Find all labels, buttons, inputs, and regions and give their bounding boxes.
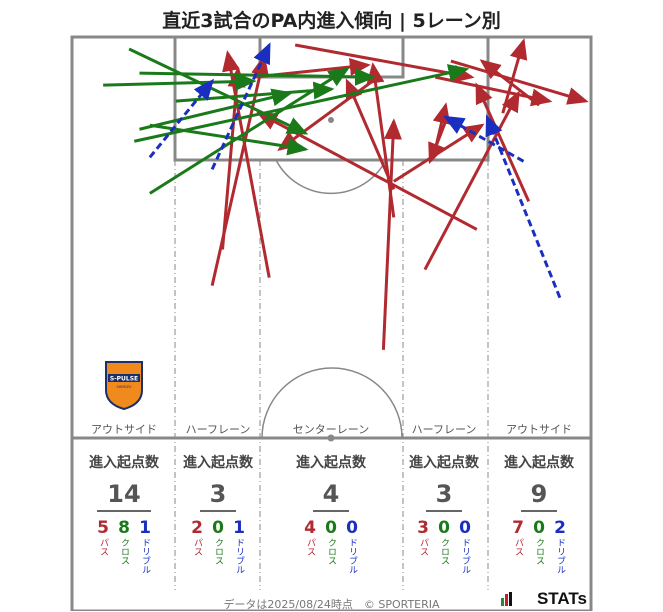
lane-stats-1: 進入起点数 3 2 パス 0 クロス 1 ドリブル — [168, 452, 268, 574]
cross-count: 0 — [325, 518, 337, 538]
pass-arrow — [381, 118, 402, 350]
stats-logo-icon — [501, 592, 512, 606]
cross-label: クロス — [213, 538, 223, 565]
penalty-spot — [328, 117, 334, 123]
lane-stats-2: 進入起点数 4 4 パス 0 クロス 0 ドリブル — [281, 452, 381, 574]
stat-breakdown: 2 パス 0 クロス 1 ドリブル — [168, 518, 268, 574]
lane-stats-3: 進入起点数 3 3 パス 0 クロス 0 ドリブル — [394, 452, 494, 574]
cross-arrow — [128, 47, 309, 135]
pass-arrow — [434, 75, 553, 107]
pass-arrow — [450, 59, 589, 105]
goal-area — [258, 35, 405, 79]
dribble-label: ドリブル — [460, 538, 470, 574]
stat-header: 進入起点数 — [183, 455, 253, 471]
pass-label: パス — [418, 538, 428, 556]
dribble-label: ドリブル — [234, 538, 244, 574]
lane-label-right-outside: アウトサイド — [506, 423, 572, 436]
stat-breakdown: 7 パス 0 クロス 2 ドリブル — [489, 518, 589, 574]
cross-count: 8 — [118, 518, 130, 538]
lane-stats-0: 進入起点数 14 5 パス 8 クロス 1 ドリブル — [74, 452, 174, 574]
pass-arrow — [475, 82, 531, 203]
dribble-count: 2 — [554, 518, 566, 538]
cross-label: クロス — [534, 538, 544, 565]
footer-note: データは2025/08/24時点 © SPORTERIA — [223, 598, 440, 611]
cross-arrow — [103, 72, 257, 91]
stat-total: 14 — [97, 480, 151, 512]
dribble-arrow — [210, 42, 271, 170]
stat-total: 3 — [425, 480, 463, 512]
cross-label: クロス — [119, 538, 129, 565]
chart-title: 直近3試合のPA内進入傾向 | 5レーン別 — [162, 10, 501, 32]
stat-header: 進入起点数 — [409, 455, 479, 471]
dribble-count: 1 — [233, 518, 245, 538]
pass-arrow — [294, 43, 475, 83]
pass-arrow — [222, 50, 271, 278]
pass-arrow — [345, 78, 396, 190]
arrow-layer — [103, 38, 589, 350]
stat-header: 進入起点数 — [504, 455, 574, 471]
pass-label: パス — [305, 538, 315, 556]
stat-total: 4 — [312, 480, 350, 512]
dribble-count: 1 — [139, 518, 151, 538]
stat-header: 進入起点数 — [89, 455, 159, 471]
dribble-label: ドリブル — [555, 538, 565, 574]
cross-label: クロス — [439, 538, 449, 565]
pass-label: パス — [98, 538, 108, 556]
pass-arrow — [428, 120, 448, 165]
cross-count: 0 — [212, 518, 224, 538]
stat-total: 3 — [199, 480, 237, 512]
cross-arrow — [133, 64, 470, 143]
pass-count: 4 — [304, 518, 316, 538]
stat-total: 9 — [520, 480, 558, 512]
lane-stats-4: 進入起点数 9 7 パス 0 クロス 2 ドリブル — [489, 452, 589, 574]
svg-text:S-PULSE: S-PULSE — [110, 376, 138, 383]
cross-label: クロス — [326, 538, 336, 565]
pass-arrow — [277, 75, 380, 152]
dribble-arrow — [148, 78, 215, 159]
team-crest-logo: S-PULSE SHIMIZU — [105, 361, 143, 410]
lane-label-left-outside: アウトサイド — [91, 423, 157, 436]
stat-header: 進入起点数 — [296, 455, 366, 471]
dribble-label: ドリブル — [347, 538, 357, 574]
cross-count: 0 — [533, 518, 545, 538]
pass-label: パス — [192, 538, 202, 556]
pass-count: 3 — [417, 518, 429, 538]
pass-label: パス — [513, 538, 523, 556]
cross-count: 0 — [438, 518, 450, 538]
pass-count: 7 — [512, 518, 524, 538]
pass-count: 5 — [97, 518, 109, 538]
stat-breakdown: 5 パス 8 クロス 1 ドリブル — [74, 518, 174, 574]
lane-label-center: センターレーン — [292, 423, 370, 436]
dribble-arrow — [485, 114, 562, 299]
stat-breakdown: 3 パス 0 クロス 0 ドリブル — [394, 518, 494, 574]
dribble-count: 0 — [346, 518, 358, 538]
pass-arrow — [501, 38, 528, 114]
svg-text:SHIMIZU: SHIMIZU — [117, 385, 132, 389]
penalty-arc — [275, 159, 387, 195]
pass-count: 2 — [191, 518, 203, 538]
center-circle — [261, 367, 403, 439]
stat-breakdown: 4 パス 0 クロス 0 ドリブル — [281, 518, 381, 574]
brand-name: STATs — [536, 589, 587, 608]
cross-arrow — [139, 88, 293, 131]
lane-label-left-half: ハーフレーン — [185, 423, 251, 436]
dribble-count: 0 — [459, 518, 471, 538]
dribble-label: ドリブル — [140, 538, 150, 574]
dribble-arrow — [443, 115, 525, 163]
center-spot — [327, 434, 335, 442]
lane-label-right-half: ハーフレーン — [411, 423, 477, 436]
pass-arrow — [423, 90, 520, 271]
